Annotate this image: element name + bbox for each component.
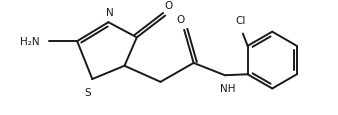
Text: O: O	[164, 1, 172, 11]
Text: S: S	[84, 87, 91, 97]
Text: NH: NH	[220, 83, 236, 93]
Text: H₂N: H₂N	[20, 37, 39, 47]
Text: Cl: Cl	[236, 16, 246, 26]
Text: N: N	[106, 7, 114, 17]
Text: O: O	[176, 15, 185, 25]
